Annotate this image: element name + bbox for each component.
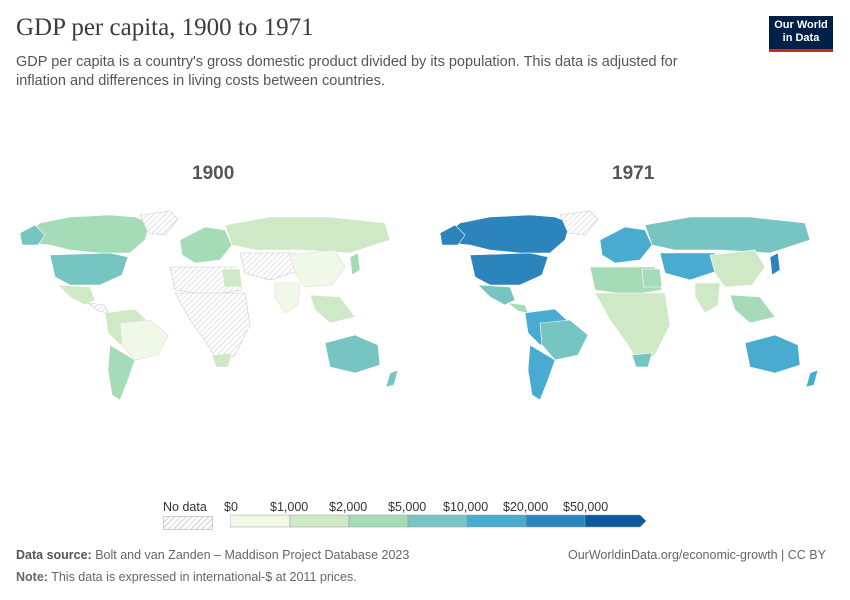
region-sub-saharan-africa[interactable] <box>174 292 251 366</box>
legend-tick-50000: $50,000 <box>563 500 609 514</box>
region-japan[interactable] <box>769 252 781 276</box>
region-south-america-south[interactable] <box>527 344 556 401</box>
region-china[interactable] <box>709 249 766 288</box>
legend-bin-5[interactable] <box>525 514 586 528</box>
chart-subtitle: GDP per capita is a country's gross dome… <box>16 54 678 89</box>
world-map-1971[interactable] <box>430 205 840 410</box>
region-europe[interactable] <box>179 226 233 264</box>
note-label: Note: <box>16 570 48 584</box>
region-brazil[interactable] <box>539 319 589 361</box>
legend-bin-2[interactable] <box>348 514 409 528</box>
legend-tick-5000: $5,000 <box>388 500 427 514</box>
region-central-america[interactable] <box>86 302 109 314</box>
note-text: This data is expressed in international-… <box>51 570 357 584</box>
region-india[interactable] <box>274 282 301 314</box>
region-greenland[interactable] <box>139 210 179 236</box>
source-label: Data source: <box>16 548 92 562</box>
legend-bin-0[interactable] <box>230 514 291 528</box>
region-mexico[interactable] <box>57 284 96 306</box>
region-japan[interactable] <box>349 252 361 276</box>
legend-bin-3[interactable] <box>407 514 468 528</box>
region-mexico[interactable] <box>477 284 516 306</box>
footer-url[interactable]: OurWorldinData.org/economic-growth | CC … <box>568 548 826 562</box>
region-australia[interactable] <box>324 334 381 374</box>
region-asia-central[interactable] <box>239 252 301 281</box>
world-map-1900[interactable] <box>10 205 420 410</box>
region-alaska[interactable] <box>439 224 466 246</box>
region-sub-saharan-africa[interactable] <box>594 292 671 366</box>
region-egypt[interactable] <box>221 268 243 288</box>
region-central-america[interactable] <box>506 302 529 314</box>
region-europe[interactable] <box>599 226 653 264</box>
owid-logo[interactable]: Our World in Data <box>769 16 833 52</box>
region-alaska[interactable] <box>19 224 46 246</box>
region-new-zealand[interactable] <box>805 369 819 388</box>
region-south-africa[interactable] <box>631 352 653 368</box>
map-1900-year-label: 1900 <box>192 163 235 184</box>
map-1971-year-label: 1971 <box>612 163 655 184</box>
chart-title: GDP per capita, 1900 to 1971 <box>16 14 314 41</box>
region-egypt[interactable] <box>641 268 663 288</box>
footer-source: Data source: Bolt and van Zanden – Maddi… <box>16 548 409 562</box>
legend-nodata-label: No data <box>163 500 207 514</box>
region-southeast-asia[interactable] <box>309 294 356 324</box>
legend-tick-1000: $1,000 <box>270 500 309 514</box>
region-canada[interactable] <box>444 214 571 254</box>
region-southeast-asia[interactable] <box>729 294 776 324</box>
region-new-zealand[interactable] <box>385 369 399 388</box>
region-usa[interactable] <box>49 252 129 286</box>
footer-note: Note: This data is expressed in internat… <box>16 570 357 584</box>
color-legend-bar <box>230 514 647 528</box>
legend-bin-6[interactable] <box>584 514 647 528</box>
region-india[interactable] <box>694 282 721 314</box>
region-australia[interactable] <box>744 334 801 374</box>
region-south-america-south[interactable] <box>107 344 136 401</box>
legend-tick-0: $0 <box>224 500 238 514</box>
region-russia[interactable] <box>224 216 391 254</box>
region-usa[interactable] <box>469 252 549 286</box>
region-asia-central[interactable] <box>659 252 721 281</box>
legend-bin-1[interactable] <box>289 514 350 528</box>
logo-line2: in Data <box>782 32 820 44</box>
region-china[interactable] <box>289 249 346 288</box>
region-south-africa[interactable] <box>211 352 233 368</box>
legend-tick-10000: $10,000 <box>443 500 489 514</box>
legend-tick-2000: $2,000 <box>329 500 368 514</box>
region-greenland[interactable] <box>559 210 599 236</box>
logo-line1: Our World <box>774 19 828 31</box>
region-russia[interactable] <box>644 216 811 254</box>
source-text[interactable]: Bolt and van Zanden – Maddison Project D… <box>95 548 410 562</box>
region-brazil[interactable] <box>119 319 169 361</box>
legend-nodata-swatch <box>163 516 213 530</box>
legend-bin-4[interactable] <box>466 514 527 528</box>
legend-tick-20000: $20,000 <box>503 500 549 514</box>
region-canada[interactable] <box>24 214 151 254</box>
